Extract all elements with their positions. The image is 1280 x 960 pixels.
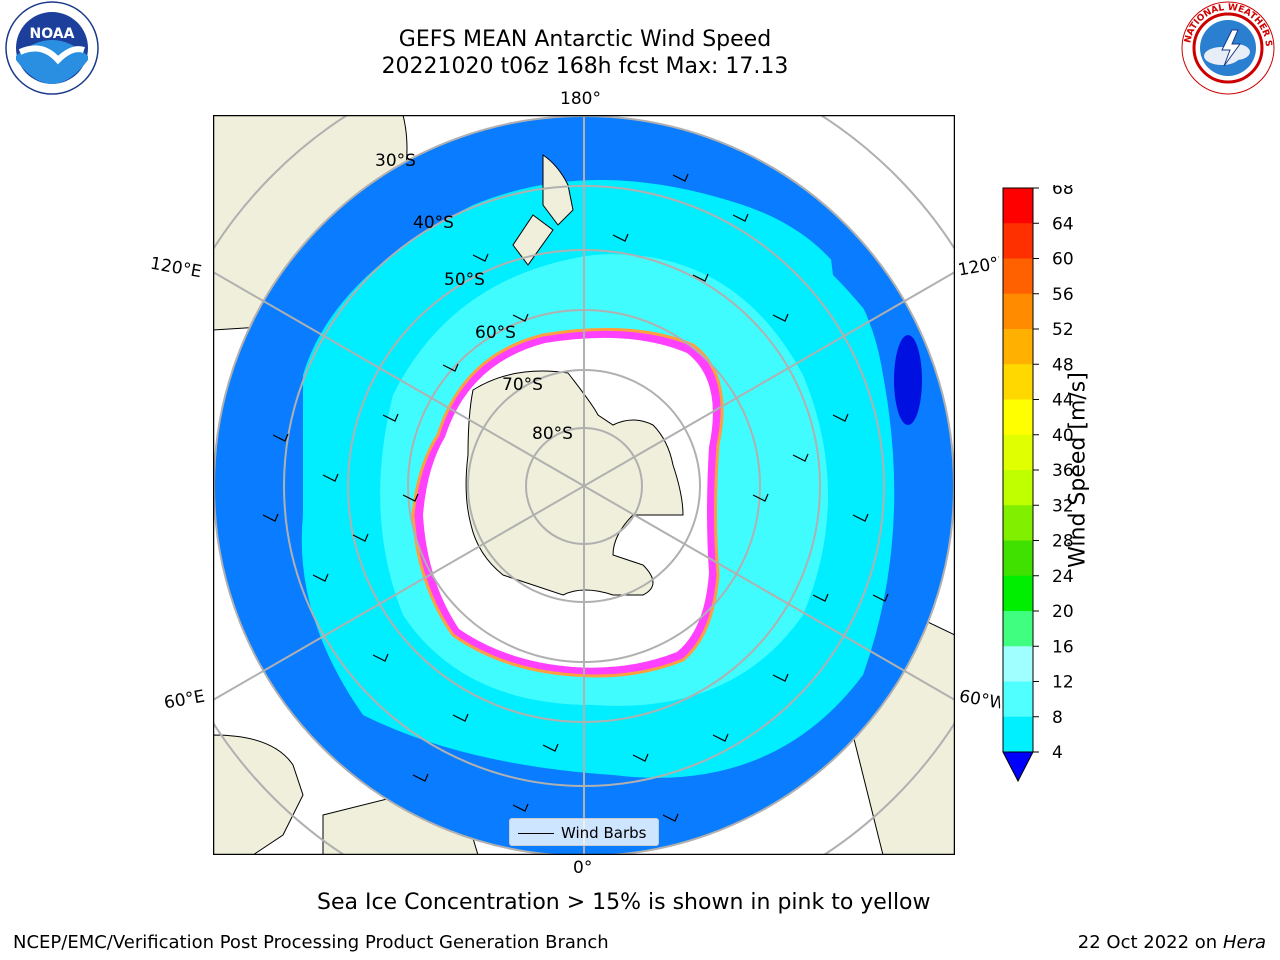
- page-title: GEFS MEAN Antarctic Wind Speed: [398, 27, 772, 52]
- lon-label-120w: 120°W: [956, 253, 1002, 281]
- colorbar-cell: [1003, 540, 1033, 577]
- colorbar-cell: [1003, 434, 1033, 471]
- colorbar-cell: [1003, 188, 1033, 224]
- legend-line-icon: [518, 833, 554, 834]
- colorbar-cell: [1003, 258, 1033, 295]
- noaa-logo: NOAA: [2, 0, 102, 100]
- colorbar-tick-label: 52: [1052, 320, 1074, 340]
- wind-barbs-legend: Wind Barbs: [509, 818, 659, 846]
- colorbar-cell: [1003, 470, 1033, 506]
- wind-field-max-blue: [894, 335, 922, 425]
- colorbar-tick-label: 32: [1052, 496, 1074, 516]
- lon-label-60e: 60°E: [162, 686, 207, 714]
- footer-date-text: 22 Oct 2022 on: [1077, 932, 1223, 953]
- colorbar-tick-label: 8: [1052, 708, 1063, 728]
- noaa-logo-text: NOAA: [30, 26, 75, 42]
- colorbar-tick-label: 40: [1052, 426, 1074, 446]
- colorbar-cell: [1003, 399, 1033, 436]
- lat-label-50: 50°S: [444, 270, 485, 290]
- lon-label-60w: 60°W: [957, 686, 1003, 714]
- land-antarctica: [465, 370, 684, 596]
- legend-label: Wind Barbs: [561, 824, 647, 842]
- colorbar-cell: [1003, 575, 1033, 612]
- colorbar-tick-label: 24: [1052, 567, 1074, 587]
- colorbar-extend-arrow: [1002, 751, 1034, 783]
- colorbar-label: Wind Speed [m/s]: [1065, 372, 1091, 568]
- lat-label-70: 70°S: [502, 375, 543, 395]
- lat-label-40: 40°S: [413, 213, 454, 233]
- colorbar-cell: [1003, 681, 1033, 718]
- colorbar-tick-label: 36: [1052, 461, 1074, 481]
- lat-label-30: 30°S: [375, 151, 416, 171]
- footer-host: Hera: [1222, 932, 1266, 953]
- lon-label-0: 0°: [573, 858, 593, 878]
- lon-label-180: 180°: [560, 89, 601, 109]
- lat-label-80: 80°S: [532, 424, 573, 444]
- colorbar-cell: [1003, 223, 1033, 259]
- page-subtitle: 20221020 t06z 168h fcst Max: 17.13: [381, 54, 789, 79]
- colorbar-tick-label: 64: [1052, 214, 1074, 234]
- wind-speed-colorbar: 68 64 60 56 52 48 44 40 36 32 28 24 20 16 12 8 4: [1000, 179, 1120, 785]
- colorbar-tick-label: 12: [1052, 673, 1074, 693]
- colorbar-tick-label: 28: [1052, 532, 1074, 552]
- land-new-zealand: [542, 154, 574, 226]
- colorbar-cell: [1003, 293, 1033, 330]
- sea-ice-caption: Sea Ice Concentration > 15% is shown in …: [317, 890, 931, 915]
- lon-label-120e: 120°E: [148, 253, 204, 283]
- colorbar-cell: [1003, 505, 1033, 541]
- colorbar-cell: [1003, 646, 1033, 682]
- colorbar-cell: [1003, 364, 1033, 400]
- colorbar-cell: [1003, 329, 1033, 365]
- colorbar-tick-label: 16: [1052, 637, 1074, 657]
- nws-logo: NATIONAL WEATHER SERVICE: [1175, 0, 1278, 100]
- land-africa: [213, 734, 304, 855]
- colorbar-tick-label: 44: [1052, 391, 1074, 411]
- wind-barbs: [262, 173, 889, 822]
- colorbar-tick-label: 68: [1052, 185, 1074, 199]
- lat-label-60: 60°S: [475, 323, 516, 343]
- colorbar-tick-label: 60: [1052, 250, 1074, 270]
- colorbar-tick-label: 48: [1052, 355, 1074, 375]
- polar-map: 30°S 40°S 50°S 60°S 70°S 80°S Wind Barbs: [213, 115, 955, 855]
- footer-date: 22 Oct 2022 on Hera: [1078, 932, 1266, 953]
- colorbar-tick-label: 56: [1052, 285, 1074, 305]
- colorbar-cell: [1003, 611, 1033, 647]
- colorbar-tick-label: 4: [1052, 743, 1063, 763]
- footer-branch: NCEP/EMC/Verification Post Processing Pr…: [13, 932, 609, 953]
- colorbar-cell: [1003, 716, 1033, 753]
- colorbar-tick-label: 20: [1052, 602, 1074, 622]
